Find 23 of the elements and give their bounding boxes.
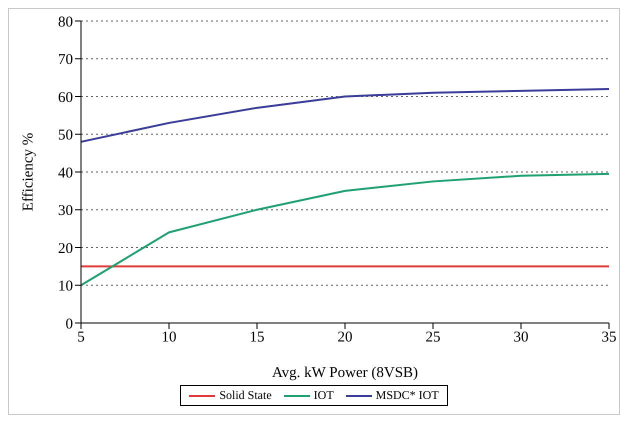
y-tick-label: 60	[58, 90, 73, 106]
x-tick-label: 15	[250, 330, 264, 346]
legend-label: MSDC* IOT	[374, 388, 439, 403]
y-tick-label: 30	[58, 203, 73, 220]
x-tick-label: 10	[162, 330, 176, 346]
y-tick-label: 0	[66, 316, 73, 332]
y-tick-label: 70	[58, 52, 73, 68]
x-tick-label: 35	[602, 330, 616, 346]
line-series	[80, 88, 610, 143]
x-tick-label: 25	[426, 330, 440, 346]
legend-label: Solid State	[218, 388, 272, 403]
y-tick-label: 40	[58, 165, 73, 182]
y-tick-label: 20	[58, 240, 73, 257]
x-tick-label: 20	[338, 330, 352, 346]
x-axis-title: Avg. kW Power (8VSB)	[272, 365, 418, 381]
y-tick-label: 80	[58, 14, 73, 30]
y-axis-title: Efficiency %	[20, 132, 36, 212]
legend-label: IOT	[312, 388, 334, 403]
line-series	[80, 172, 610, 286]
x-tick-label: 5	[77, 330, 85, 346]
y-tick-label: 10	[58, 278, 73, 295]
x-tick-label: 30	[514, 330, 528, 346]
y-tick-label: 50	[58, 128, 73, 144]
